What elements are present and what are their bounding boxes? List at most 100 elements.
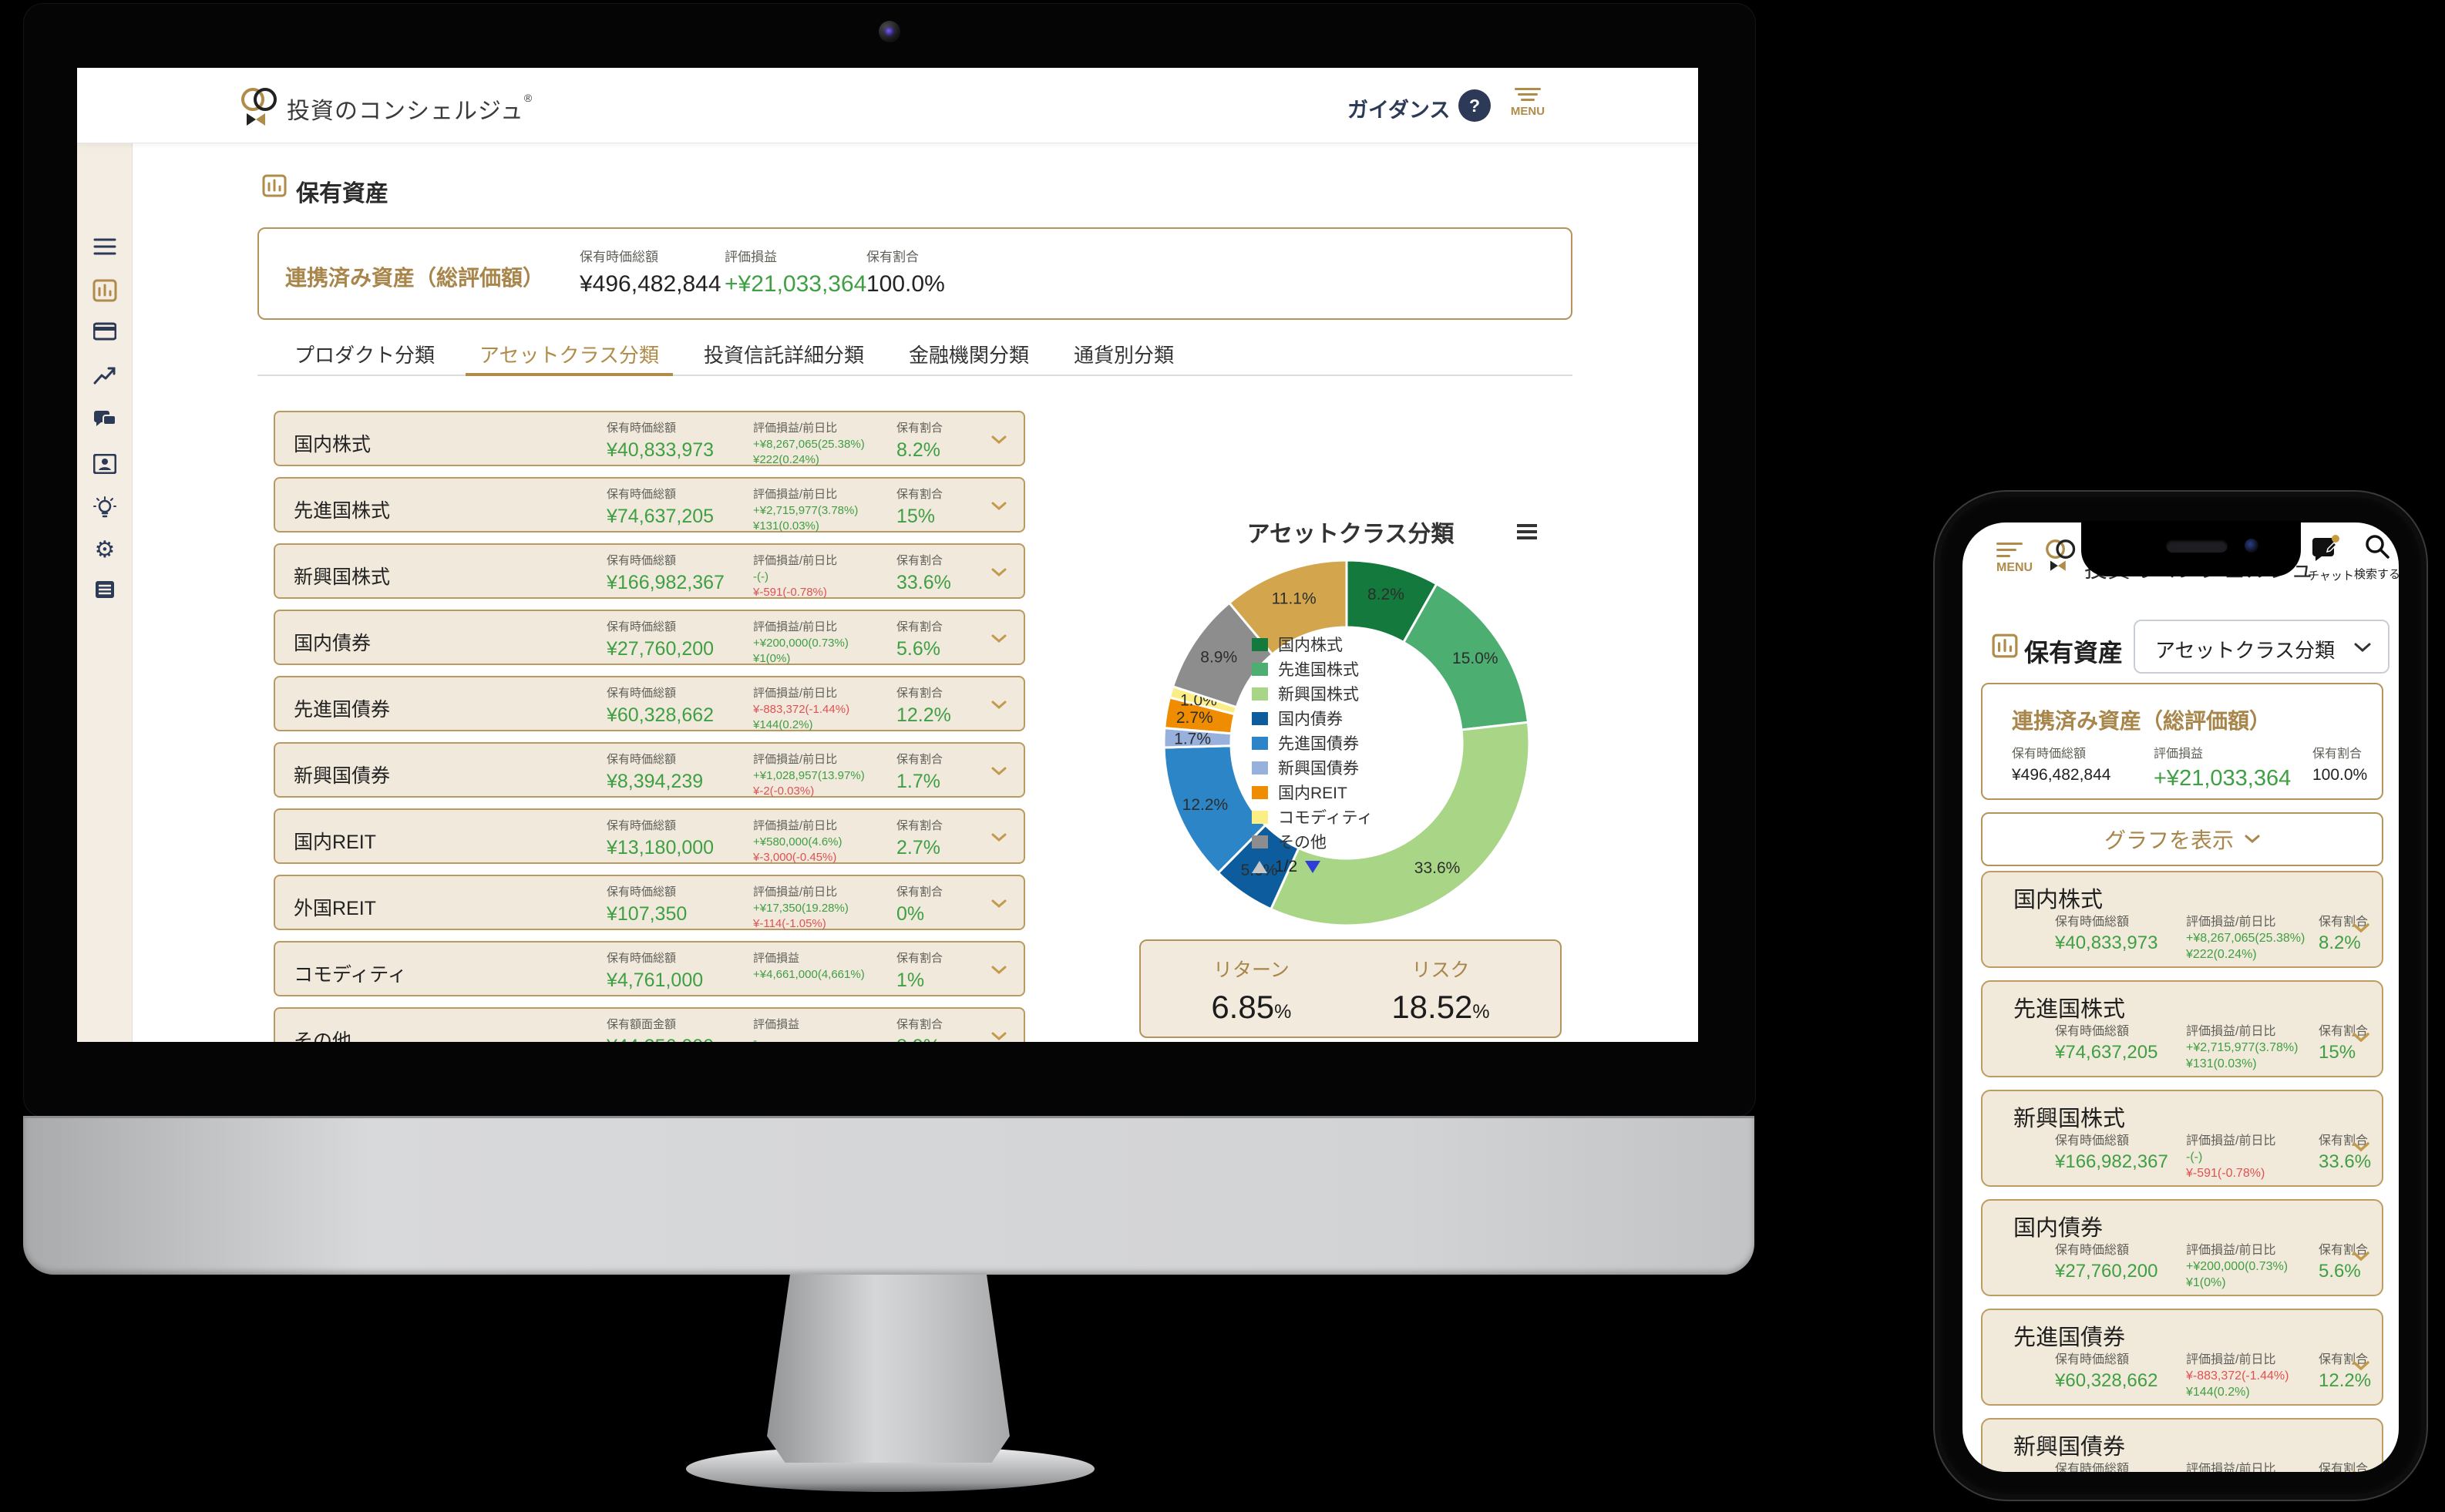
chevron-down-icon[interactable] [991,435,1007,445]
donut-slice-9[interactable] [1228,559,1348,656]
asset-row[interactable]: 先進国株式 保有時価総額 ¥74,637,205 評価損益/前日比 +¥2,71… [274,477,1025,533]
sidebar-item-card-icon[interactable] [77,322,133,344]
chevron-down-icon[interactable] [991,1032,1007,1041]
ratio-value: 5.6% [2319,1261,2361,1282]
chevron-down-icon [2354,643,2371,653]
return-risk-card: リターン 6.85% リスク 18.52% [1139,939,1562,1038]
legend-item[interactable]: 新興国株式 [1252,681,1452,706]
sidebar-item-idea-icon[interactable] [77,496,133,523]
chevron-down-icon[interactable] [2353,1033,2369,1043]
asset-name: 国内債券 [294,633,372,654]
chevron-down-icon[interactable] [991,502,1007,511]
sidebar: ⚙ [77,143,133,1042]
legend-prev-icon[interactable] [1252,861,1267,873]
market-value: ¥44,256,000 [607,1036,714,1042]
tab-currency[interactable]: 通貨別分類 [1074,344,1175,367]
market-value-col: 保有時価総額 ¥107,350 [607,883,687,926]
donut-slice-2[interactable] [1270,721,1531,927]
phone-brand-logo-icon[interactable] [2043,536,2080,573]
pl-col: 評価損益/前日比 +¥17,350(19.28%) ¥-114(-1.05%) [753,883,849,930]
pl-col: 評価損益/前日比 -(-) ¥-591(-0.78%) [2186,1130,2275,1181]
asset-row[interactable]: 国内REIT 保有時価総額 ¥13,180,000 評価損益/前日比 +¥580… [274,808,1025,864]
legend-pagination: 1/2 [1252,854,1452,880]
phone-chat-button[interactable]: チャット [2308,535,2354,583]
asset-card[interactable]: 新興国株式 保有時価総額 ¥166,982,367 評価損益/前日比 -(-) … [1981,1090,2383,1187]
asset-row[interactable]: 国内株式 保有時価総額 ¥40,833,973 評価損益/前日比 +¥8,267… [274,411,1025,466]
chevron-down-icon[interactable] [2353,1361,2369,1371]
tab-product[interactable]: プロダクト分類 [294,344,436,367]
legend-item[interactable]: コモディティ [1252,805,1452,829]
chevron-down-icon[interactable] [991,767,1007,776]
phone-menu-button[interactable]: MENU [1996,543,2033,575]
summary-title: 連携済み資産（総評価額） [285,266,545,290]
phone-category-dropdown[interactable]: アセットクラス分類 [2134,620,2390,674]
asset-row[interactable]: 新興国株式 保有時価総額 ¥166,982,367 評価損益/前日比 -(-) … [274,543,1025,599]
chevron-down-icon[interactable] [991,568,1007,577]
show-graph-button[interactable]: グラフを表示 [1981,812,2383,866]
asset-row[interactable]: 先進国債券 保有時価総額 ¥60,328,662 評価損益/前日比 ¥-883,… [274,676,1025,731]
legend-item[interactable]: 先進国株式 [1252,657,1452,681]
legend-item[interactable]: 国内REIT [1252,780,1452,805]
asset-row[interactable]: 外国REIT 保有時価総額 ¥107,350 評価損益/前日比 +¥17,350… [274,875,1025,930]
market-value-label: 保有時価総額 [2055,1353,2130,1366]
pl-col: 評価損益/前日比 +¥1,028,957(13.97%) ¥-2(-0.03%) [2186,1458,2305,1472]
chart-menu-icon[interactable] [1517,524,1537,543]
phone-summary-card: 連携済み資産（総評価額） 保有時価総額 ¥496,482,844 評価損益 +¥… [1981,683,2383,800]
legend-item[interactable]: 新興国債券 [1252,755,1452,780]
brand-name[interactable]: 投資のコンシェルジュ® [287,92,533,124]
legend-next-icon[interactable] [1305,861,1321,873]
pl-line2: ¥-3,000(-0.45%) [753,851,837,864]
asset-card[interactable]: 国内株式 保有時価総額 ¥40,833,973 評価損益/前日比 +¥8,267… [1981,871,2383,968]
brand-logo-icon[interactable] [237,84,282,129]
sidebar-item-settings-gear-icon[interactable]: ⚙ [94,537,116,563]
chevron-down-icon[interactable] [991,634,1007,643]
sidebar-item-news-icon[interactable] [77,580,133,603]
chevron-down-icon[interactable] [2353,1470,2369,1472]
asset-name: 新興国債券 [2013,1435,2126,1460]
show-graph-label: グラフを表示 [2104,828,2234,852]
chevron-down-icon[interactable] [991,833,1007,842]
menu-button[interactable]: MENU [1505,85,1551,118]
ratio-col: 保有割合 2.7% [896,817,943,859]
risk-col: リスク 18.52% [1391,941,1489,1037]
guidance-link[interactable]: ガイダンス [1347,99,1451,122]
legend-item[interactable]: 国内債券 [1252,706,1452,731]
chevron-down-icon[interactable] [991,966,1007,975]
sidebar-item-trend-icon[interactable] [77,365,133,389]
asset-card[interactable]: 国内債券 保有時価総額 ¥27,760,200 評価損益/前日比 +¥200,0… [1981,1199,2383,1296]
sidebar-hamburger-icon[interactable] [77,237,133,260]
help-icon[interactable]: ? [1458,89,1491,122]
legend-item[interactable]: その他 [1252,829,1452,854]
ratio-col: 保有割合 1.7% [896,751,943,793]
tab-fund-detail[interactable]: 投資信託詳細分類 [703,344,864,367]
phone-search-button[interactable]: 検索する [2354,533,2399,582]
asset-row[interactable]: その他 保有額面金額 ¥44,256,000 評価損益 - 保有割合 8.9% [274,1007,1025,1042]
asset-card[interactable]: 先進国株式 保有時価総額 ¥74,637,205 評価損益/前日比 +¥2,71… [1981,980,2383,1077]
ratio-label: 保有割合 [896,952,943,965]
asset-card[interactable]: 新興国債券 保有時価総額 ¥8,394,239 評価損益/前日比 +¥1,028… [1981,1418,2383,1472]
chevron-down-icon[interactable] [2353,1142,2369,1152]
legend-item[interactable]: 先進国債券 [1252,731,1452,755]
legend-swatch [1252,711,1268,725]
asset-row[interactable]: 国内債券 保有時価総額 ¥27,760,200 評価損益/前日比 +¥200,0… [274,610,1025,665]
sidebar-item-contact-icon[interactable] [77,453,133,478]
sidebar-item-holdings-chart-icon[interactable] [77,279,133,306]
tab-institution[interactable]: 金融機関分類 [909,344,1030,367]
ratio-value: 8.2% [896,439,940,461]
chevron-down-icon[interactable] [991,701,1007,710]
asset-row[interactable]: 新興国債券 保有時価総額 ¥8,394,239 評価損益/前日比 +¥1,028… [274,742,1025,798]
asset-card[interactable]: 先進国債券 保有時価総額 ¥60,328,662 評価損益/前日比 ¥-883,… [1981,1309,2383,1406]
pl-line2: ¥131(0.03%) [2186,1057,2257,1070]
pl-line2: ¥-2(-0.03%) [753,785,815,798]
ratio-value: 12.2% [896,704,951,726]
chevron-down-icon[interactable] [2353,923,2369,933]
legend-item[interactable]: 国内株式 [1252,632,1452,657]
chevron-down-icon[interactable] [2353,1252,2369,1262]
asset-row[interactable]: コモディティ 保有時価総額 ¥4,761,000 評価損益 +¥4,661,00… [274,941,1025,996]
asset-class-donut-chart[interactable]: 8.2% 15.0% 33.6% 5.6% 12.2% 1.7% 2.7% 1.0% 8.9% 1… [1158,554,1535,932]
market-value: ¥74,637,205 [607,506,715,527]
sidebar-item-chat-icon[interactable] [77,410,133,434]
phone-chat-label: チャット [2308,570,2354,583]
chevron-down-icon[interactable] [991,899,1007,909]
tab-asset-class[interactable]: アセットクラス分類 [466,339,673,376]
